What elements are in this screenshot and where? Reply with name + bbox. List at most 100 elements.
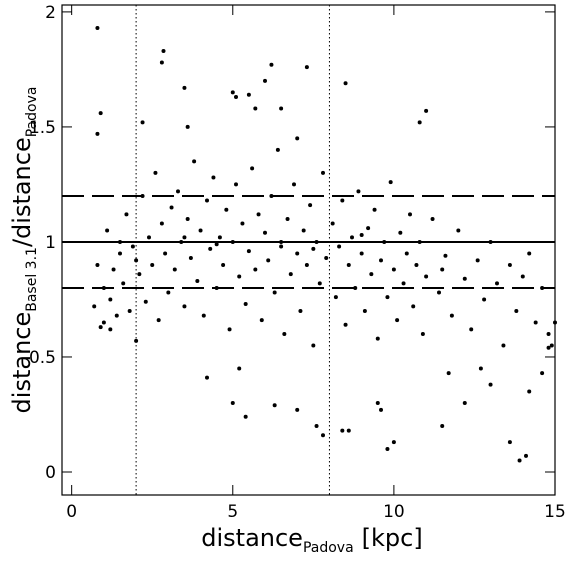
data-point xyxy=(385,446,390,451)
data-point xyxy=(295,407,300,412)
data-point xyxy=(269,193,274,198)
data-point xyxy=(259,318,264,323)
data-point xyxy=(176,189,180,194)
y-tick-label: 0 xyxy=(45,463,56,483)
data-point xyxy=(272,403,277,408)
data-point xyxy=(230,400,235,405)
data-point xyxy=(540,371,545,376)
data-point xyxy=(533,320,538,325)
data-point xyxy=(108,327,113,332)
data-point xyxy=(549,343,554,348)
y-label-text: distance xyxy=(8,312,36,414)
data-point xyxy=(237,274,242,279)
data-point xyxy=(159,221,164,226)
data-point xyxy=(230,90,235,95)
data-point xyxy=(256,212,261,217)
data-point xyxy=(337,244,342,249)
data-point xyxy=(395,318,400,323)
data-point xyxy=(234,182,238,187)
data-point xyxy=(98,111,103,116)
data-point xyxy=(295,251,300,256)
data-point xyxy=(172,267,177,272)
data-point xyxy=(153,170,158,175)
data-point xyxy=(169,205,174,210)
data-point xyxy=(159,60,164,65)
data-point xyxy=(420,331,425,336)
data-point xyxy=(304,262,309,267)
data-point xyxy=(192,159,197,164)
data-point xyxy=(269,62,274,67)
data-point xyxy=(127,308,132,313)
data-point xyxy=(437,290,441,295)
data-point xyxy=(185,124,190,129)
data-point xyxy=(114,313,119,318)
x-tick-label: 15 xyxy=(544,502,566,522)
data-point xyxy=(449,313,454,318)
data-point xyxy=(546,331,551,336)
data-point xyxy=(362,308,367,313)
data-point xyxy=(275,147,280,152)
data-point xyxy=(205,198,209,203)
data-point xyxy=(111,267,116,272)
data-point xyxy=(382,239,387,244)
data-point xyxy=(140,120,145,125)
data-point xyxy=(161,49,166,54)
data-point xyxy=(507,262,512,267)
data-point xyxy=(98,325,103,330)
y-label-sub2: Padova xyxy=(24,87,40,138)
data-point xyxy=(475,258,480,263)
data-point xyxy=(137,272,142,277)
data-point xyxy=(391,440,396,445)
x-label-unit: [kpc] xyxy=(362,524,423,552)
data-point xyxy=(230,239,235,244)
data-point xyxy=(253,106,258,111)
data-point xyxy=(501,343,506,348)
data-point xyxy=(488,239,493,244)
data-point xyxy=(359,233,364,238)
data-point xyxy=(243,302,248,307)
data-point xyxy=(140,193,145,198)
data-point xyxy=(166,290,171,295)
data-point xyxy=(243,414,248,419)
data-point xyxy=(321,170,325,175)
data-point xyxy=(182,85,187,90)
data-point xyxy=(359,251,364,256)
data-point xyxy=(195,279,200,284)
y-axis-label: distanceBasel 3.1/distancePadova xyxy=(8,87,40,414)
data-point xyxy=(333,295,338,300)
data-point xyxy=(246,249,251,254)
data-point xyxy=(185,216,190,221)
y-tick-label: 2 xyxy=(45,3,56,23)
data-point xyxy=(118,251,122,256)
data-point xyxy=(208,246,213,251)
x-tick-label: 5 xyxy=(227,502,238,522)
data-point xyxy=(440,267,445,272)
data-point xyxy=(340,428,345,433)
data-point xyxy=(130,244,135,249)
data-point xyxy=(404,251,409,256)
data-point xyxy=(520,274,525,279)
data-point xyxy=(282,331,287,336)
y-tick-label: 0.5 xyxy=(29,348,56,368)
data-point xyxy=(346,428,351,433)
data-point xyxy=(430,216,435,221)
data-point xyxy=(298,308,303,313)
data-point xyxy=(375,336,380,341)
data-point xyxy=(279,244,284,249)
data-point xyxy=(285,216,290,221)
data-point xyxy=(121,281,126,286)
data-point xyxy=(304,65,309,70)
data-point xyxy=(279,106,284,111)
data-point xyxy=(253,267,258,272)
data-point xyxy=(211,175,216,180)
data-point xyxy=(417,239,422,244)
data-point xyxy=(478,366,483,371)
data-point xyxy=(379,407,383,412)
data-point xyxy=(424,274,429,279)
data-point xyxy=(101,285,106,290)
data-point xyxy=(266,258,271,263)
data-point xyxy=(221,262,226,267)
data-point xyxy=(95,262,100,267)
data-point xyxy=(553,320,557,325)
data-point xyxy=(369,272,374,277)
